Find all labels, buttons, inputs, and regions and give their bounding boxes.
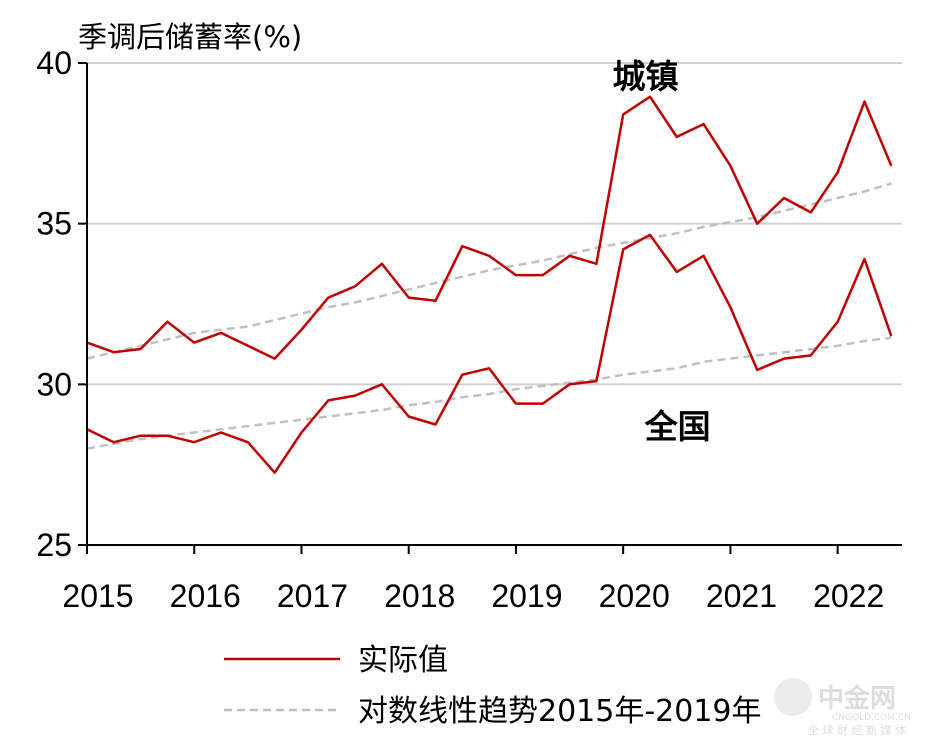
y-tick-label: 30 (36, 366, 72, 402)
x-tick-label: 2021 (706, 578, 777, 614)
x-tick-label: 2018 (384, 578, 455, 614)
y-tick-label: 25 (36, 527, 72, 563)
legend-label: 对数线性趋势2015年-2019年 (358, 694, 762, 729)
x-tick-label: 2019 (491, 578, 562, 614)
y-tick-label: 35 (36, 206, 72, 242)
series-line-actual (86, 233, 893, 474)
tick-labels: 25 30 35 40 2015 2016 2017 2018 2019 2020 2021 2022 (36, 45, 884, 614)
y-axis-label: 季调后储蓄率(%) (78, 20, 302, 54)
series-lines (86, 95, 893, 474)
series-line-actual (86, 95, 893, 360)
watermark-text: 中金网 (818, 683, 896, 714)
watermark-sub: CNGOLD.COM.CN (832, 713, 911, 723)
gridlines (87, 62, 902, 386)
annotation-label: 全国 (644, 407, 711, 446)
x-tick-label: 2016 (170, 578, 241, 614)
watermark-logo-icon (774, 678, 812, 716)
x-tick-label: 2017 (277, 578, 348, 614)
x-tick-label: 2020 (599, 578, 670, 614)
legend-label: 实际值 (358, 643, 448, 678)
series-line-trend (86, 336, 892, 450)
x-tick-label: 2015 (62, 578, 133, 614)
axes (78, 62, 902, 554)
watermark: 中金网 CNGOLD.COM.CN 全 球 财 经 新 媒 体 (774, 678, 911, 737)
y-tick-label: 40 (36, 45, 72, 81)
watermark-sub2: 全 球 财 经 新 媒 体 (808, 723, 906, 737)
annotation-label: 城镇 (612, 57, 678, 96)
x-tick-label: 2022 (813, 578, 884, 614)
series-line-trend (86, 182, 892, 360)
